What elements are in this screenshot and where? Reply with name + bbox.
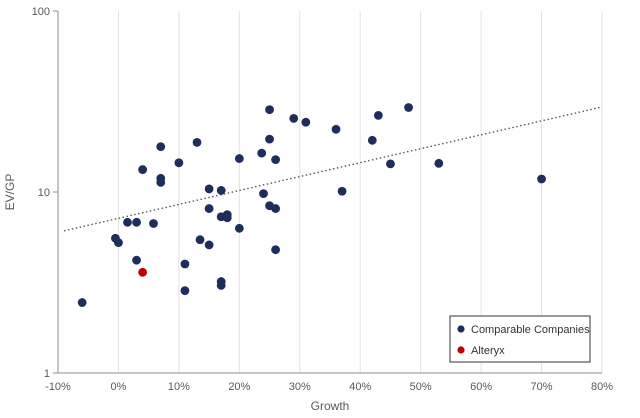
data-point-comparable-companies: [180, 259, 190, 269]
y-tick-label: 10: [38, 187, 50, 199]
x-tick-label: 10%: [168, 381, 190, 393]
x-tick-labels: -10% 0% 10% 20% 30% 40% 50% 60% 70% 80%: [45, 381, 613, 393]
x-tick-label: -10%: [45, 381, 71, 393]
data-point-alteryx: [138, 267, 148, 277]
data-point-comparable-companies: [156, 177, 166, 187]
data-point-comparable-companies: [114, 238, 123, 248]
data-point-comparable-companies: [204, 184, 214, 194]
gridlines: [117, 11, 603, 373]
data-point-comparable-companies: [434, 158, 444, 168]
data-point-comparable-companies: [367, 135, 377, 145]
x-tick-label: 50%: [410, 381, 432, 393]
legend-marker-comparable-companies: [457, 325, 465, 333]
data-point-comparable-companies: [537, 174, 546, 184]
data-point-comparable-companies: [301, 117, 311, 127]
x-tick-label: 0%: [110, 381, 126, 393]
x-tick-label: 70%: [531, 381, 553, 393]
data-point-comparable-companies: [216, 186, 226, 195]
data-point-comparable-companies: [373, 110, 383, 120]
data-point-comparable-companies: [132, 255, 141, 265]
data-point-comparable-companies: [331, 124, 341, 134]
data-point-comparable-companies: [123, 217, 132, 227]
y-axis-title: EV/GP: [3, 174, 17, 211]
data-point-comparable-companies: [138, 165, 148, 174]
y-tick-labels: 1 10 100: [32, 6, 50, 380]
data-point-comparable-companies: [386, 159, 395, 169]
data-point-comparable-companies: [204, 240, 214, 250]
data-point-comparable-companies: [271, 245, 280, 255]
legend-marker-alteryx: [457, 346, 465, 354]
data-point-comparable-companies: [337, 186, 347, 196]
data-point-comparable-companies: [271, 204, 280, 213]
data-point-comparable-companies: [195, 235, 205, 245]
data-point-comparable-companies: [132, 217, 141, 227]
x-tick-label: 40%: [349, 381, 371, 393]
legend-label-comparable-companies: Comparable Companies: [471, 324, 590, 336]
data-point-comparable-companies: [149, 219, 158, 228]
data-point-comparable-companies: [192, 137, 202, 147]
data-point-comparable-companies: [234, 154, 244, 163]
x-tick-label: 80%: [591, 381, 613, 393]
data-point-comparable-companies: [222, 213, 232, 223]
data-points: [77, 103, 546, 307]
data-point-comparable-companies: [289, 114, 299, 123]
data-point-comparable-companies: [77, 298, 87, 307]
data-point-comparable-companies: [259, 189, 268, 198]
legend-label-alteryx: Alteryx: [471, 345, 505, 357]
x-tick-label: 30%: [289, 381, 311, 393]
x-axis-title: Growth: [311, 399, 350, 413]
data-point-comparable-companies: [204, 204, 214, 213]
data-point-comparable-companies: [234, 223, 244, 233]
y-tick-label: 100: [32, 6, 50, 18]
legend-box: [449, 315, 591, 363]
data-point-comparable-companies: [156, 142, 166, 152]
x-tick-label: 20%: [228, 381, 250, 393]
legend: Comparable Companies Alteryx: [449, 315, 591, 363]
x-tick-label: 60%: [470, 381, 492, 393]
data-point-comparable-companies: [271, 155, 280, 165]
axes: [53, 10, 602, 374]
data-point-comparable-companies: [404, 103, 413, 112]
data-point-comparable-companies: [257, 148, 267, 158]
data-point-comparable-companies: [265, 134, 274, 144]
trendline: [63, 106, 603, 232]
data-point-comparable-companies: [180, 286, 190, 296]
data-point-comparable-companies: [216, 280, 226, 290]
data-point-comparable-companies: [174, 158, 184, 168]
y-tick-label: 1: [44, 368, 50, 380]
data-point-comparable-companies: [265, 105, 274, 115]
